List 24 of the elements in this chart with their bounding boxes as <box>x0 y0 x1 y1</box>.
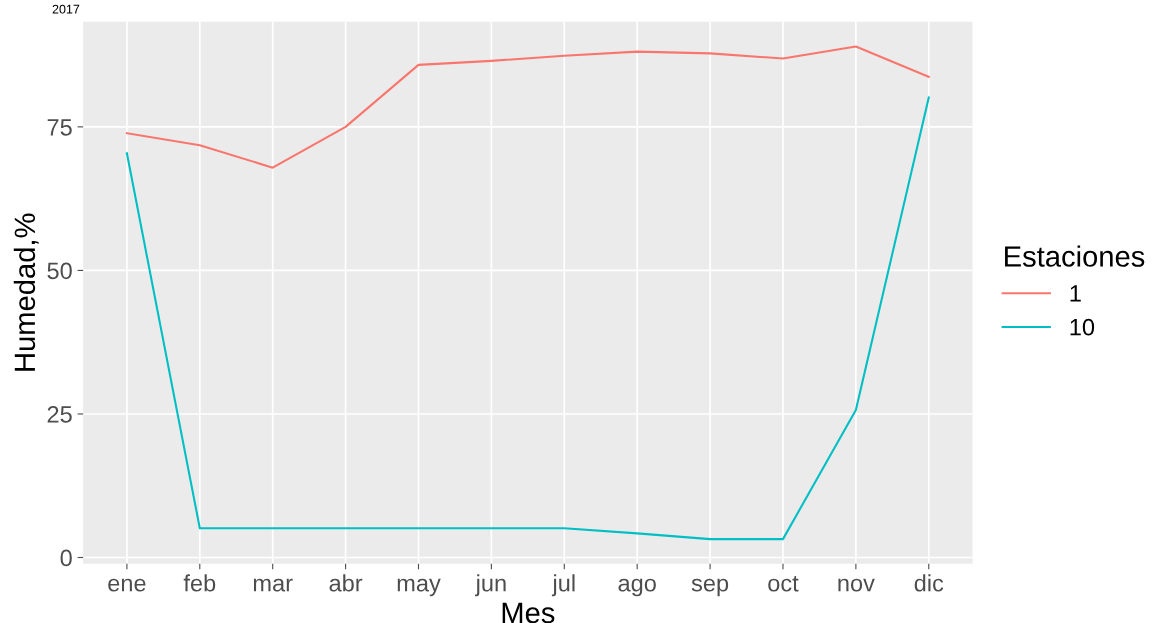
y-tick-label: 0 <box>60 549 72 567</box>
x-tick-label: ago <box>618 578 656 597</box>
legend-title: Estaciones <box>1005 245 1145 267</box>
y-tick-label: 25 <box>47 406 72 423</box>
x-tick-label: nov <box>838 578 875 592</box>
x-tick-label: oct <box>768 576 799 592</box>
x-tick-label: sep <box>691 578 729 597</box>
y-tick-label: 75 <box>47 119 72 136</box>
legend-label: 10 <box>1070 318 1095 336</box>
x-tick-label: jun <box>475 574 506 597</box>
x-tick-label: may <box>397 578 441 597</box>
x-tick-label: jul <box>551 574 575 597</box>
x-tick-label: dic <box>914 574 944 592</box>
legend-label: 1 <box>1070 285 1081 302</box>
x-axis-title: Mes <box>502 602 555 623</box>
y-tick-label: 50 <box>47 262 72 280</box>
chart-title: 2017 <box>52 4 80 14</box>
x-tick-label: mar <box>253 578 293 592</box>
line-series <box>125 45 930 169</box>
x-tick-label: feb <box>183 574 216 592</box>
line-series <box>125 96 930 541</box>
x-tick-label: ene <box>108 578 146 592</box>
y-axis-title: Humedad,% <box>13 213 39 371</box>
x-tick-label: abr <box>329 574 363 592</box>
